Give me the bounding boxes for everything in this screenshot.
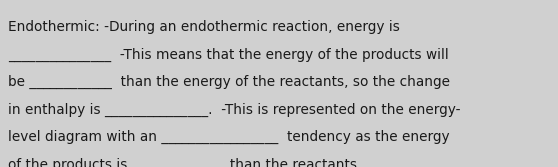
Text: of the products is _____________  than the reactants.: of the products is _____________ than th… [8,158,362,167]
Text: in enthalpy is _______________.  -This is represented on the energy-: in enthalpy is _______________. -This is… [8,103,461,117]
Text: level diagram with an _________________  tendency as the energy: level diagram with an _________________ … [8,130,450,144]
Text: be ____________  than the energy of the reactants, so the change: be ____________ than the energy of the r… [8,75,450,89]
Text: _______________  -This means that the energy of the products will: _______________ -This means that the ene… [8,48,449,62]
Text: Endothermic: -During an endothermic reaction, energy is: Endothermic: -During an endothermic reac… [8,20,400,34]
